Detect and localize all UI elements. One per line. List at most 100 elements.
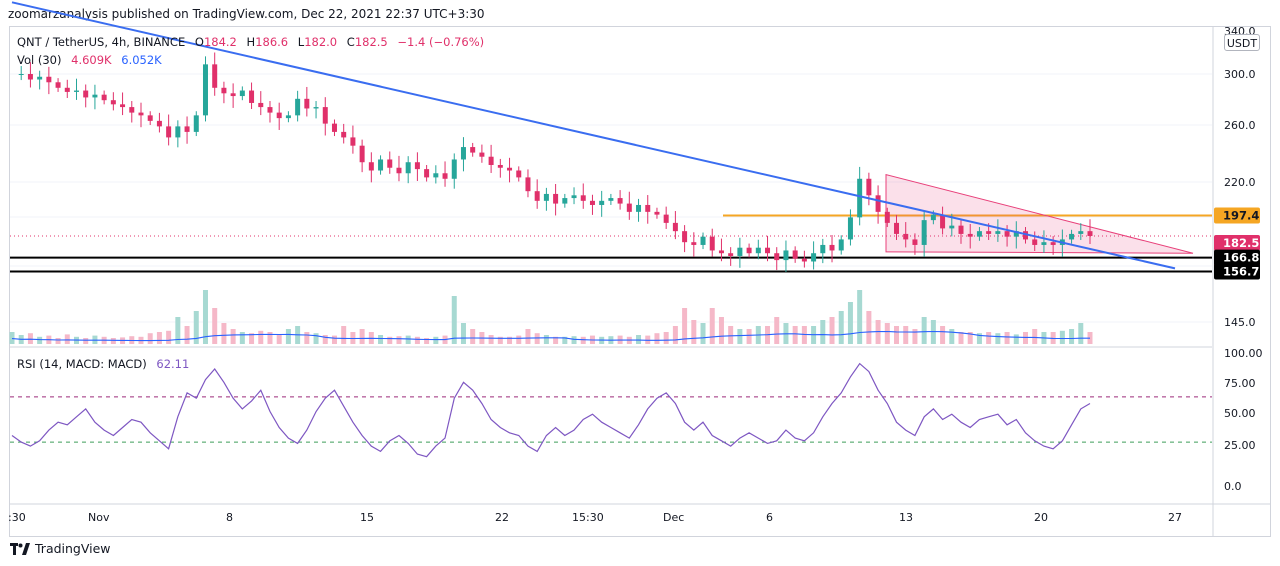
volume-bar [83, 338, 89, 344]
triangle-pattern [885, 173, 1194, 254]
candle-body [847, 217, 853, 240]
volume-bar [682, 308, 688, 344]
candle-body [221, 87, 227, 94]
price-label-last_price-bg [1214, 235, 1260, 251]
volume-bar [903, 326, 909, 344]
volume-bar [55, 338, 61, 344]
candle-body [645, 204, 651, 212]
candle-body [903, 233, 909, 240]
descending-trendline[interactable] [11, 1, 1176, 270]
open-label: O [194, 35, 204, 49]
volume-bar [27, 333, 33, 344]
volume-bar [847, 302, 853, 344]
time-tick-label: 27 [1168, 511, 1182, 524]
candle-body [1013, 231, 1019, 237]
time-tick-label: Dec [663, 511, 684, 524]
volume-value: 4.609K [71, 53, 112, 67]
candle-body [249, 90, 255, 103]
candle-body [138, 112, 144, 116]
volume-bar [571, 336, 577, 344]
candle-body [534, 191, 540, 201]
volume-bar [792, 326, 798, 344]
volume-bar [718, 317, 724, 344]
candle-body [368, 162, 374, 171]
volume-bar [654, 333, 660, 344]
candle-body [820, 244, 826, 254]
candle-body [350, 137, 356, 146]
volume-bar [774, 317, 780, 344]
symbol-name[interactable]: QNT / TetherUS, 4h, BINANCE [17, 35, 186, 49]
candle-body [442, 173, 448, 179]
candle-body [1050, 242, 1056, 245]
volume-bar [488, 335, 494, 344]
volume-bar [313, 333, 319, 344]
candle-body [258, 102, 264, 108]
price-label-support: 156.7 [1223, 265, 1259, 279]
volume-bar [525, 329, 531, 344]
candle-body [1087, 231, 1093, 236]
volume-bar [433, 336, 439, 344]
candle-body [967, 233, 973, 237]
volume-label[interactable]: Vol (30) [17, 53, 62, 67]
price-label-resistance: 197.4 [1223, 208, 1259, 222]
candle-body [672, 222, 678, 232]
rsi-value: 62.11 [156, 357, 190, 371]
candle-body [525, 177, 531, 192]
low-label: L [297, 35, 305, 49]
volume-bar [986, 332, 992, 344]
candle-body [700, 236, 706, 245]
candle-body [884, 211, 890, 223]
volume-bar [1013, 334, 1019, 344]
rsi-pane [10, 346, 1212, 458]
volume-bar [156, 332, 162, 344]
volume-bar [285, 329, 291, 344]
currency-button[interactable]: USDT [1224, 34, 1260, 51]
rsi-label[interactable]: RSI (14, MACD: MACD) [17, 357, 147, 371]
volume-bar [829, 317, 835, 344]
candle-body [331, 123, 337, 132]
volume-bars [9, 290, 1093, 344]
volume-bar [331, 335, 337, 344]
candle-body [1032, 239, 1038, 245]
volume-bar [1078, 323, 1084, 344]
candle-body [1023, 231, 1029, 240]
high-value: 186.6 [255, 35, 289, 49]
candle-body [460, 147, 466, 160]
volume-bar [700, 323, 706, 344]
candle-body [73, 90, 79, 92]
candle-body [976, 231, 982, 237]
grid [10, 73, 1212, 323]
candle-body [396, 167, 402, 174]
candle-body [1069, 233, 1075, 240]
candle-body [930, 214, 936, 221]
volume-bar [516, 335, 522, 344]
descending-triangle[interactable] [885, 173, 1194, 254]
volume-bar [184, 326, 190, 344]
candle-body [276, 112, 282, 119]
candle-body [55, 82, 61, 88]
candle-body [341, 131, 347, 138]
brand[interactable]: TradingView [10, 541, 111, 556]
candle-body [175, 126, 181, 138]
volume-bar [940, 326, 946, 344]
tradingview-logo-icon [10, 542, 30, 555]
price-tick-label: 145.0 [1224, 316, 1256, 329]
candle-body [18, 74, 24, 75]
candle-body [37, 76, 43, 80]
low-value: 182.0 [304, 35, 338, 49]
volume-legend: Vol (30) 4.609K 6.052K [17, 53, 162, 67]
candle-body [414, 162, 420, 170]
candle-body [774, 253, 780, 261]
volume-bar [341, 326, 347, 344]
volume-bar [387, 336, 393, 344]
candle-body [718, 250, 724, 254]
volume-bar [580, 336, 586, 344]
candle-body [875, 195, 881, 212]
support-resistance-lines[interactable] [10, 214, 1212, 273]
candle-body [571, 195, 577, 199]
candle-body [663, 214, 669, 223]
candle-body [562, 198, 568, 204]
price-tick-label: 260.0 [1224, 119, 1256, 132]
volume-bar [663, 332, 669, 344]
